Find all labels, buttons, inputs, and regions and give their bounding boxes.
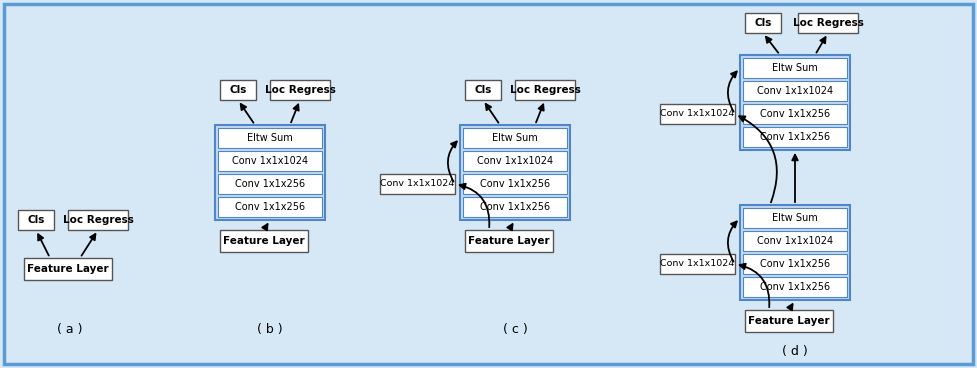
Text: Conv 1x1x256: Conv 1x1x256 — [760, 132, 830, 142]
FancyBboxPatch shape — [515, 80, 575, 100]
FancyBboxPatch shape — [745, 13, 781, 33]
Text: ( c ): ( c ) — [502, 323, 528, 336]
FancyBboxPatch shape — [18, 210, 54, 230]
Text: Cls: Cls — [754, 18, 772, 28]
Text: Conv 1x1x1024: Conv 1x1x1024 — [232, 156, 308, 166]
FancyBboxPatch shape — [218, 151, 322, 171]
Text: Feature Layer: Feature Layer — [468, 236, 550, 246]
Text: Eltw Sum: Eltw Sum — [492, 133, 538, 143]
FancyBboxPatch shape — [463, 197, 567, 217]
Text: Conv 1x1x256: Conv 1x1x256 — [760, 109, 830, 119]
FancyBboxPatch shape — [660, 254, 735, 274]
FancyBboxPatch shape — [68, 210, 128, 230]
Text: Conv 1x1x256: Conv 1x1x256 — [480, 202, 550, 212]
FancyBboxPatch shape — [743, 58, 847, 78]
FancyBboxPatch shape — [215, 125, 325, 220]
FancyBboxPatch shape — [270, 80, 330, 100]
Text: Conv 1x1x256: Conv 1x1x256 — [760, 282, 830, 292]
FancyBboxPatch shape — [218, 128, 322, 148]
Text: Feature Layer: Feature Layer — [223, 236, 305, 246]
Text: Loc Regress: Loc Regress — [265, 85, 335, 95]
FancyBboxPatch shape — [798, 13, 858, 33]
Text: ( a ): ( a ) — [58, 323, 83, 336]
Text: Cls: Cls — [27, 215, 45, 225]
FancyBboxPatch shape — [220, 80, 256, 100]
FancyBboxPatch shape — [743, 254, 847, 274]
Text: Cls: Cls — [474, 85, 491, 95]
FancyBboxPatch shape — [743, 81, 847, 101]
FancyBboxPatch shape — [743, 127, 847, 147]
FancyBboxPatch shape — [463, 151, 567, 171]
Text: Eltw Sum: Eltw Sum — [772, 63, 818, 73]
FancyBboxPatch shape — [660, 104, 735, 124]
FancyBboxPatch shape — [740, 55, 850, 150]
FancyBboxPatch shape — [460, 125, 570, 220]
FancyBboxPatch shape — [743, 104, 847, 124]
FancyBboxPatch shape — [743, 208, 847, 228]
Text: Conv 1x1x256: Conv 1x1x256 — [760, 259, 830, 269]
Text: Conv 1x1x256: Conv 1x1x256 — [480, 179, 550, 189]
FancyBboxPatch shape — [745, 310, 833, 332]
FancyBboxPatch shape — [24, 258, 112, 280]
Text: Conv 1x1x256: Conv 1x1x256 — [234, 202, 305, 212]
Text: Conv 1x1x1024: Conv 1x1x1024 — [380, 180, 454, 188]
Text: ( b ): ( b ) — [257, 323, 282, 336]
FancyBboxPatch shape — [463, 174, 567, 194]
FancyBboxPatch shape — [218, 197, 322, 217]
FancyBboxPatch shape — [463, 128, 567, 148]
Text: Feature Layer: Feature Layer — [27, 264, 108, 274]
FancyBboxPatch shape — [465, 80, 501, 100]
Text: Loc Regress: Loc Regress — [792, 18, 864, 28]
Text: Conv 1x1x256: Conv 1x1x256 — [234, 179, 305, 189]
Text: Conv 1x1x1024: Conv 1x1x1024 — [660, 259, 735, 269]
Text: Conv 1x1x1024: Conv 1x1x1024 — [477, 156, 553, 166]
FancyBboxPatch shape — [380, 174, 455, 194]
FancyBboxPatch shape — [740, 205, 850, 300]
Text: Conv 1x1x1024: Conv 1x1x1024 — [757, 236, 833, 246]
Text: Eltw Sum: Eltw Sum — [772, 213, 818, 223]
Text: Loc Regress: Loc Regress — [63, 215, 134, 225]
FancyBboxPatch shape — [743, 277, 847, 297]
Text: Cls: Cls — [230, 85, 246, 95]
Text: Conv 1x1x1024: Conv 1x1x1024 — [660, 110, 735, 118]
Text: Loc Regress: Loc Regress — [510, 85, 580, 95]
Text: Conv 1x1x1024: Conv 1x1x1024 — [757, 86, 833, 96]
FancyBboxPatch shape — [218, 174, 322, 194]
FancyBboxPatch shape — [465, 230, 553, 252]
Text: Eltw Sum: Eltw Sum — [247, 133, 293, 143]
Text: Feature Layer: Feature Layer — [748, 316, 829, 326]
FancyBboxPatch shape — [220, 230, 308, 252]
FancyBboxPatch shape — [743, 231, 847, 251]
FancyBboxPatch shape — [4, 4, 973, 364]
Text: ( d ): ( d ) — [783, 346, 808, 358]
